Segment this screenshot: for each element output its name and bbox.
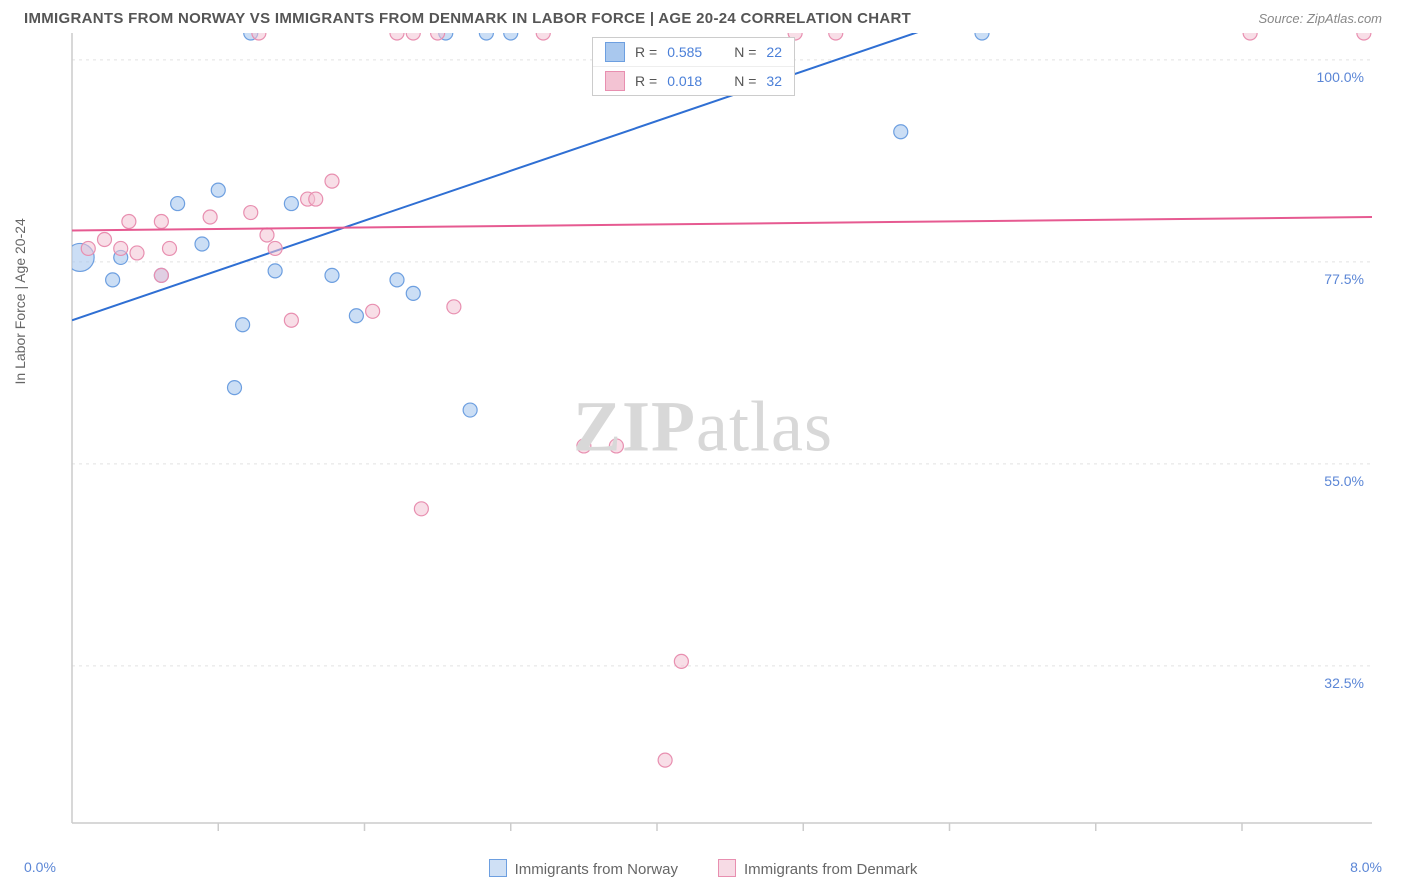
legend-item-norway: Immigrants from Norway	[489, 859, 678, 878]
corr-swatch-icon	[605, 71, 625, 91]
corr-n-value: 32	[766, 73, 782, 89]
svg-text:32.5%: 32.5%	[1324, 675, 1364, 691]
corr-n-value: 22	[766, 44, 782, 60]
corr-swatch-icon	[605, 42, 625, 62]
svg-text:55.0%: 55.0%	[1324, 473, 1364, 489]
corr-r-value: 0.585	[667, 44, 702, 60]
series-legend: 0.0% Immigrants from Norway Immigrants f…	[0, 859, 1406, 878]
svg-text:77.5%: 77.5%	[1324, 271, 1364, 287]
chart-area: In Labor Force | Age 20-24 100.0%77.5%55…	[24, 33, 1382, 853]
legend-item-denmark: Immigrants from Denmark	[718, 859, 917, 878]
x-axis-max-label: 8.0%	[1350, 859, 1382, 875]
correlation-legend: R = 0.585 N = 22 R = 0.018 N = 32	[592, 37, 795, 96]
legend-label-norway: Immigrants from Norway	[515, 861, 678, 878]
corr-r-label: R =	[635, 73, 657, 89]
y-axis-title: In Labor Force | Age 20-24	[12, 218, 28, 384]
scatter-plot: 100.0% 77.5% 55.0% 32.5%	[24, 33, 1382, 853]
corr-n-label: N =	[734, 44, 756, 60]
legend-swatch-norway	[489, 859, 507, 877]
corr-r-value: 0.018	[667, 73, 702, 89]
chart-title: IMMIGRANTS FROM NORWAY VS IMMIGRANTS FRO…	[24, 10, 911, 27]
corr-legend-row: R = 0.585 N = 22	[593, 38, 794, 66]
corr-n-label: N =	[734, 73, 756, 89]
header: IMMIGRANTS FROM NORWAY VS IMMIGRANTS FRO…	[0, 0, 1406, 33]
corr-legend-row: R = 0.018 N = 32	[593, 66, 794, 95]
legend-swatch-denmark	[718, 859, 736, 877]
legend-label-denmark: Immigrants from Denmark	[744, 861, 917, 878]
svg-text:100.0%: 100.0%	[1317, 69, 1364, 85]
source-attribution: Source: ZipAtlas.com	[1258, 11, 1382, 26]
x-axis-min-label: 0.0%	[24, 859, 56, 875]
chart-container: IMMIGRANTS FROM NORWAY VS IMMIGRANTS FRO…	[0, 0, 1406, 892]
corr-r-label: R =	[635, 44, 657, 60]
